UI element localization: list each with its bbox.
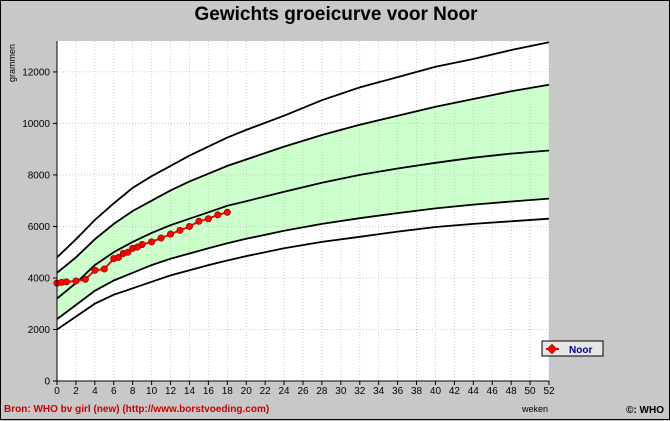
legend-label: Noor [569, 345, 592, 356]
x-tick-label: 2 [73, 386, 79, 397]
x-tick-label: 24 [279, 386, 291, 397]
data-point [100, 265, 108, 273]
y-tick-label: 8000 [28, 170, 51, 181]
reference-curve-3 [56, 149, 550, 300]
x-tick-label: 52 [543, 386, 555, 397]
reference-curve-2 [56, 197, 550, 320]
legend: Noor [541, 340, 604, 357]
data-point [124, 248, 132, 256]
y-tick-label: 0 [44, 377, 50, 388]
x-tick-label: 20 [241, 386, 253, 397]
x-tick-label: 42 [449, 386, 461, 397]
data-point [81, 275, 89, 283]
x-tick-label: 22 [260, 386, 272, 397]
y-tick-label: 10000 [22, 119, 50, 130]
data-point [204, 215, 212, 223]
x-tick-label: 0 [54, 386, 60, 397]
x-axis-label: weken [521, 404, 548, 414]
x-tick-label: 10 [146, 386, 158, 397]
band-layer [57, 84, 549, 320]
series-layer [53, 208, 231, 287]
data-point [176, 226, 184, 234]
x-tick-label: 26 [297, 386, 309, 397]
data-point [138, 240, 146, 248]
y-tick-label: 6000 [28, 222, 51, 233]
source-text: Bron: WHO bv girl (new) (http://www.bors… [4, 404, 269, 415]
x-tick-label: 16 [203, 386, 215, 397]
x-tick-label: 8 [130, 386, 136, 397]
reference-curve-5 [56, 41, 550, 259]
reference-curves [56, 41, 550, 331]
x-tick-label: 38 [411, 386, 423, 397]
x-tick-label: 30 [335, 386, 347, 397]
data-point [195, 217, 203, 225]
x-tick-label: 4 [92, 386, 98, 397]
x-tick-label: 32 [354, 386, 366, 397]
data-point [223, 208, 231, 216]
x-tick-label: 50 [525, 386, 537, 397]
copyright-text: ©: WHO [626, 405, 664, 416]
reference-curve-4 [56, 83, 550, 274]
data-point [72, 277, 80, 285]
data-point [214, 211, 222, 219]
x-tick-label: 18 [222, 386, 234, 397]
data-point [91, 266, 99, 274]
y-tick-label: 12000 [22, 67, 50, 78]
data-point [157, 234, 165, 242]
x-tick-label: 14 [184, 386, 196, 397]
normal-range-band [57, 84, 549, 320]
x-tick-label: 36 [392, 386, 404, 397]
data-point [167, 230, 175, 238]
x-tick-label: 46 [487, 386, 499, 397]
data-point [148, 238, 156, 246]
data-point [115, 253, 123, 261]
legend-marker-icon [546, 343, 558, 355]
chart-title: Gewichts groeicurve voor Noor [195, 4, 479, 25]
x-tick-label: 12 [165, 386, 177, 397]
reference-curve-1 [56, 217, 550, 331]
y-tick-label: 2000 [28, 325, 51, 336]
x-tick-label: 40 [430, 386, 442, 397]
data-point [185, 222, 193, 230]
x-tick-label: 6 [111, 386, 117, 397]
x-tick-label: 28 [316, 386, 328, 397]
legend-box [541, 340, 604, 357]
y-tick-label: 4000 [28, 273, 51, 284]
x-tick-label: 48 [506, 386, 518, 397]
x-tick-label: 44 [468, 386, 480, 397]
y-axis-label: grammen [7, 44, 17, 82]
x-tick-label: 34 [373, 386, 385, 397]
data-point [62, 278, 70, 286]
